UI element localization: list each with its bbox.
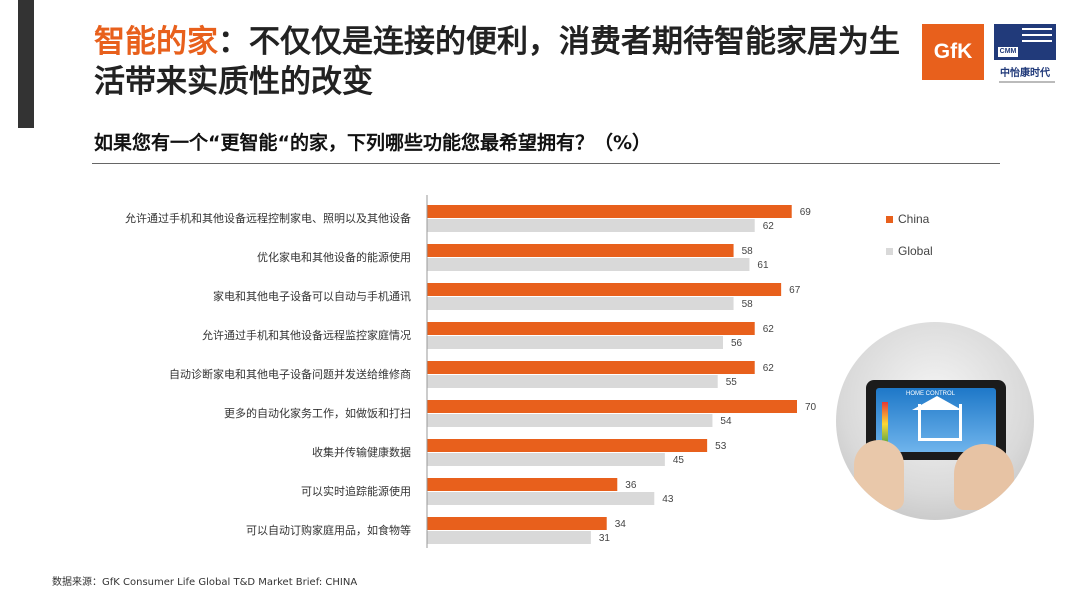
bar-global (427, 531, 591, 544)
legend-swatch-global (886, 248, 893, 255)
bar-global (427, 375, 718, 388)
data-label-china: 70 (805, 402, 817, 413)
data-label-china: 58 (742, 246, 754, 257)
cmm-stripe (1022, 28, 1052, 30)
data-label-china: 36 (625, 480, 637, 491)
cmm-logo-line (999, 81, 1055, 83)
data-label-global: 61 (757, 260, 769, 271)
title-rest: ：不仅仅是连接的便利，消费者期待智能家居为生活带来实质性的改变 (94, 24, 900, 100)
left-hand-image (854, 440, 904, 510)
bar-china (427, 478, 618, 491)
page-title: 智能的家：不仅仅是连接的便利，消费者期待智能家居为生活带来实质性的改变 (94, 22, 914, 102)
data-label-global: 55 (726, 377, 738, 388)
category-label: 允许通过手机和其他设备远程监控家庭情况 (202, 328, 411, 342)
category-label: 可以自动订购家庭用品，如食物等 (246, 523, 411, 537)
legend-swatch-china (886, 216, 893, 223)
cmm-stripe (1022, 34, 1052, 36)
bar-global (427, 414, 713, 427)
thermometer-icon (882, 402, 888, 446)
house-icon (918, 404, 962, 441)
data-label-china: 53 (715, 441, 727, 452)
tablet-screen: HOME CONTROL (876, 388, 996, 452)
chart-subtitle: 如果您有一个“更智能“的家，下列哪些功能您最希望拥有？（%） (94, 132, 652, 154)
right-hand-image (954, 444, 1014, 510)
legend-label-global: Global (898, 244, 933, 258)
cmm-logo-mark: CMM (994, 24, 1056, 60)
bar-china (427, 244, 734, 257)
bar-chart: 允许通过手机和其他设备远程控制家电、照明以及其他设备 69 62 优化家电和其他设备的… (125, 195, 933, 548)
category-label: 家电和其他电子设备可以自动与手机通讯 (213, 289, 411, 303)
screen-label: HOME CONTROL (906, 391, 956, 397)
title-highlight: 智能的家 (94, 24, 218, 60)
data-label-global: 62 (763, 221, 775, 232)
data-label-global: 45 (673, 455, 685, 466)
category-label: 允许通过手机和其他设备远程控制家电、照明以及其他设备 (125, 211, 411, 225)
bar-china (427, 205, 792, 218)
data-label-global: 31 (599, 533, 611, 544)
accent-bar (18, 0, 34, 128)
bar-global (427, 492, 655, 505)
bar-china (427, 439, 708, 452)
category-label: 收集并传输健康数据 (312, 445, 411, 459)
bar-global (427, 336, 723, 349)
data-label-china: 62 (763, 363, 775, 374)
data-label-global: 58 (742, 299, 754, 310)
bar-global (427, 258, 750, 271)
category-label: 更多的自动化家务工作，如做饭和打扫 (224, 406, 411, 420)
smart-home-photo: HOME CONTROL (836, 322, 1034, 520)
bar-china (427, 283, 782, 296)
gfk-logo: GfK (922, 24, 984, 80)
bar-china (427, 400, 797, 413)
source-note: 数据来源：GfK Consumer Life Global T&D Market… (52, 577, 358, 588)
data-label-china: 62 (763, 324, 775, 335)
data-label-global: 56 (731, 338, 743, 349)
divider (92, 163, 1000, 164)
bar-global (427, 453, 665, 466)
bar-global (427, 219, 755, 232)
house-roof-icon (912, 396, 962, 410)
cmm-logo-text: CMM (998, 47, 1018, 57)
category-label: 可以实时追踪能源使用 (301, 484, 411, 498)
bar-china (427, 322, 755, 335)
bar-china (427, 361, 755, 374)
data-label-global: 43 (662, 494, 674, 505)
data-label-china: 67 (789, 285, 801, 296)
bar-china (427, 517, 607, 530)
legend-label-china: China (898, 212, 930, 226)
cmm-logo: CMM 中怡康时代 (994, 24, 1060, 83)
category-label: 优化家电和其他设备的能源使用 (257, 250, 411, 264)
cmm-stripe (1022, 40, 1052, 42)
data-label-global: 54 (720, 416, 732, 427)
data-label-china: 34 (615, 519, 627, 530)
bar-global (427, 297, 734, 310)
data-label-china: 69 (800, 207, 812, 218)
category-label: 自动诊断家电和其他电子设备问题并发送给维修商 (169, 367, 411, 381)
gfk-logo-text: GfK (933, 40, 973, 63)
cmm-logo-name: 中怡康时代 (1000, 68, 1050, 79)
